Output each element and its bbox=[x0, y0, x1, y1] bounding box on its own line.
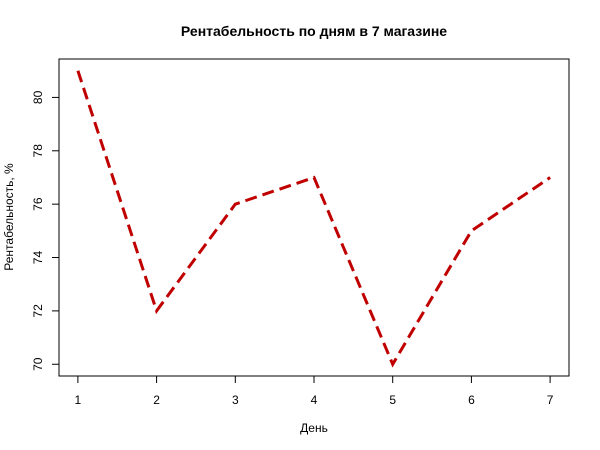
x-tick-label: 1 bbox=[75, 393, 82, 407]
x-axis: 1 2 3 4 5 6 7 bbox=[75, 375, 554, 407]
y-tick-label: 80 bbox=[31, 90, 45, 104]
y-axis-label: Рентабельность, % bbox=[2, 163, 16, 271]
series-layer bbox=[76, 70, 551, 368]
y-tick-label: 78 bbox=[31, 144, 45, 158]
y-tick-label: 74 bbox=[31, 251, 45, 265]
y-tick-label: 76 bbox=[31, 197, 45, 211]
y-axis: 70 72 74 76 78 80 bbox=[31, 90, 60, 371]
y-tick-label: 72 bbox=[31, 304, 45, 318]
x-tick-label: 3 bbox=[232, 393, 239, 407]
chart-title: Рентабельность по дням в 7 магазине bbox=[181, 23, 447, 39]
series-line bbox=[76, 70, 551, 368]
x-axis-label: День bbox=[300, 421, 328, 435]
x-tick-label: 5 bbox=[389, 393, 396, 407]
x-tick-label: 7 bbox=[547, 393, 554, 407]
x-tick-label: 4 bbox=[311, 393, 318, 407]
x-tick-label: 2 bbox=[153, 393, 160, 407]
x-tick-label: 6 bbox=[468, 393, 475, 407]
y-tick-label: 70 bbox=[31, 357, 45, 371]
